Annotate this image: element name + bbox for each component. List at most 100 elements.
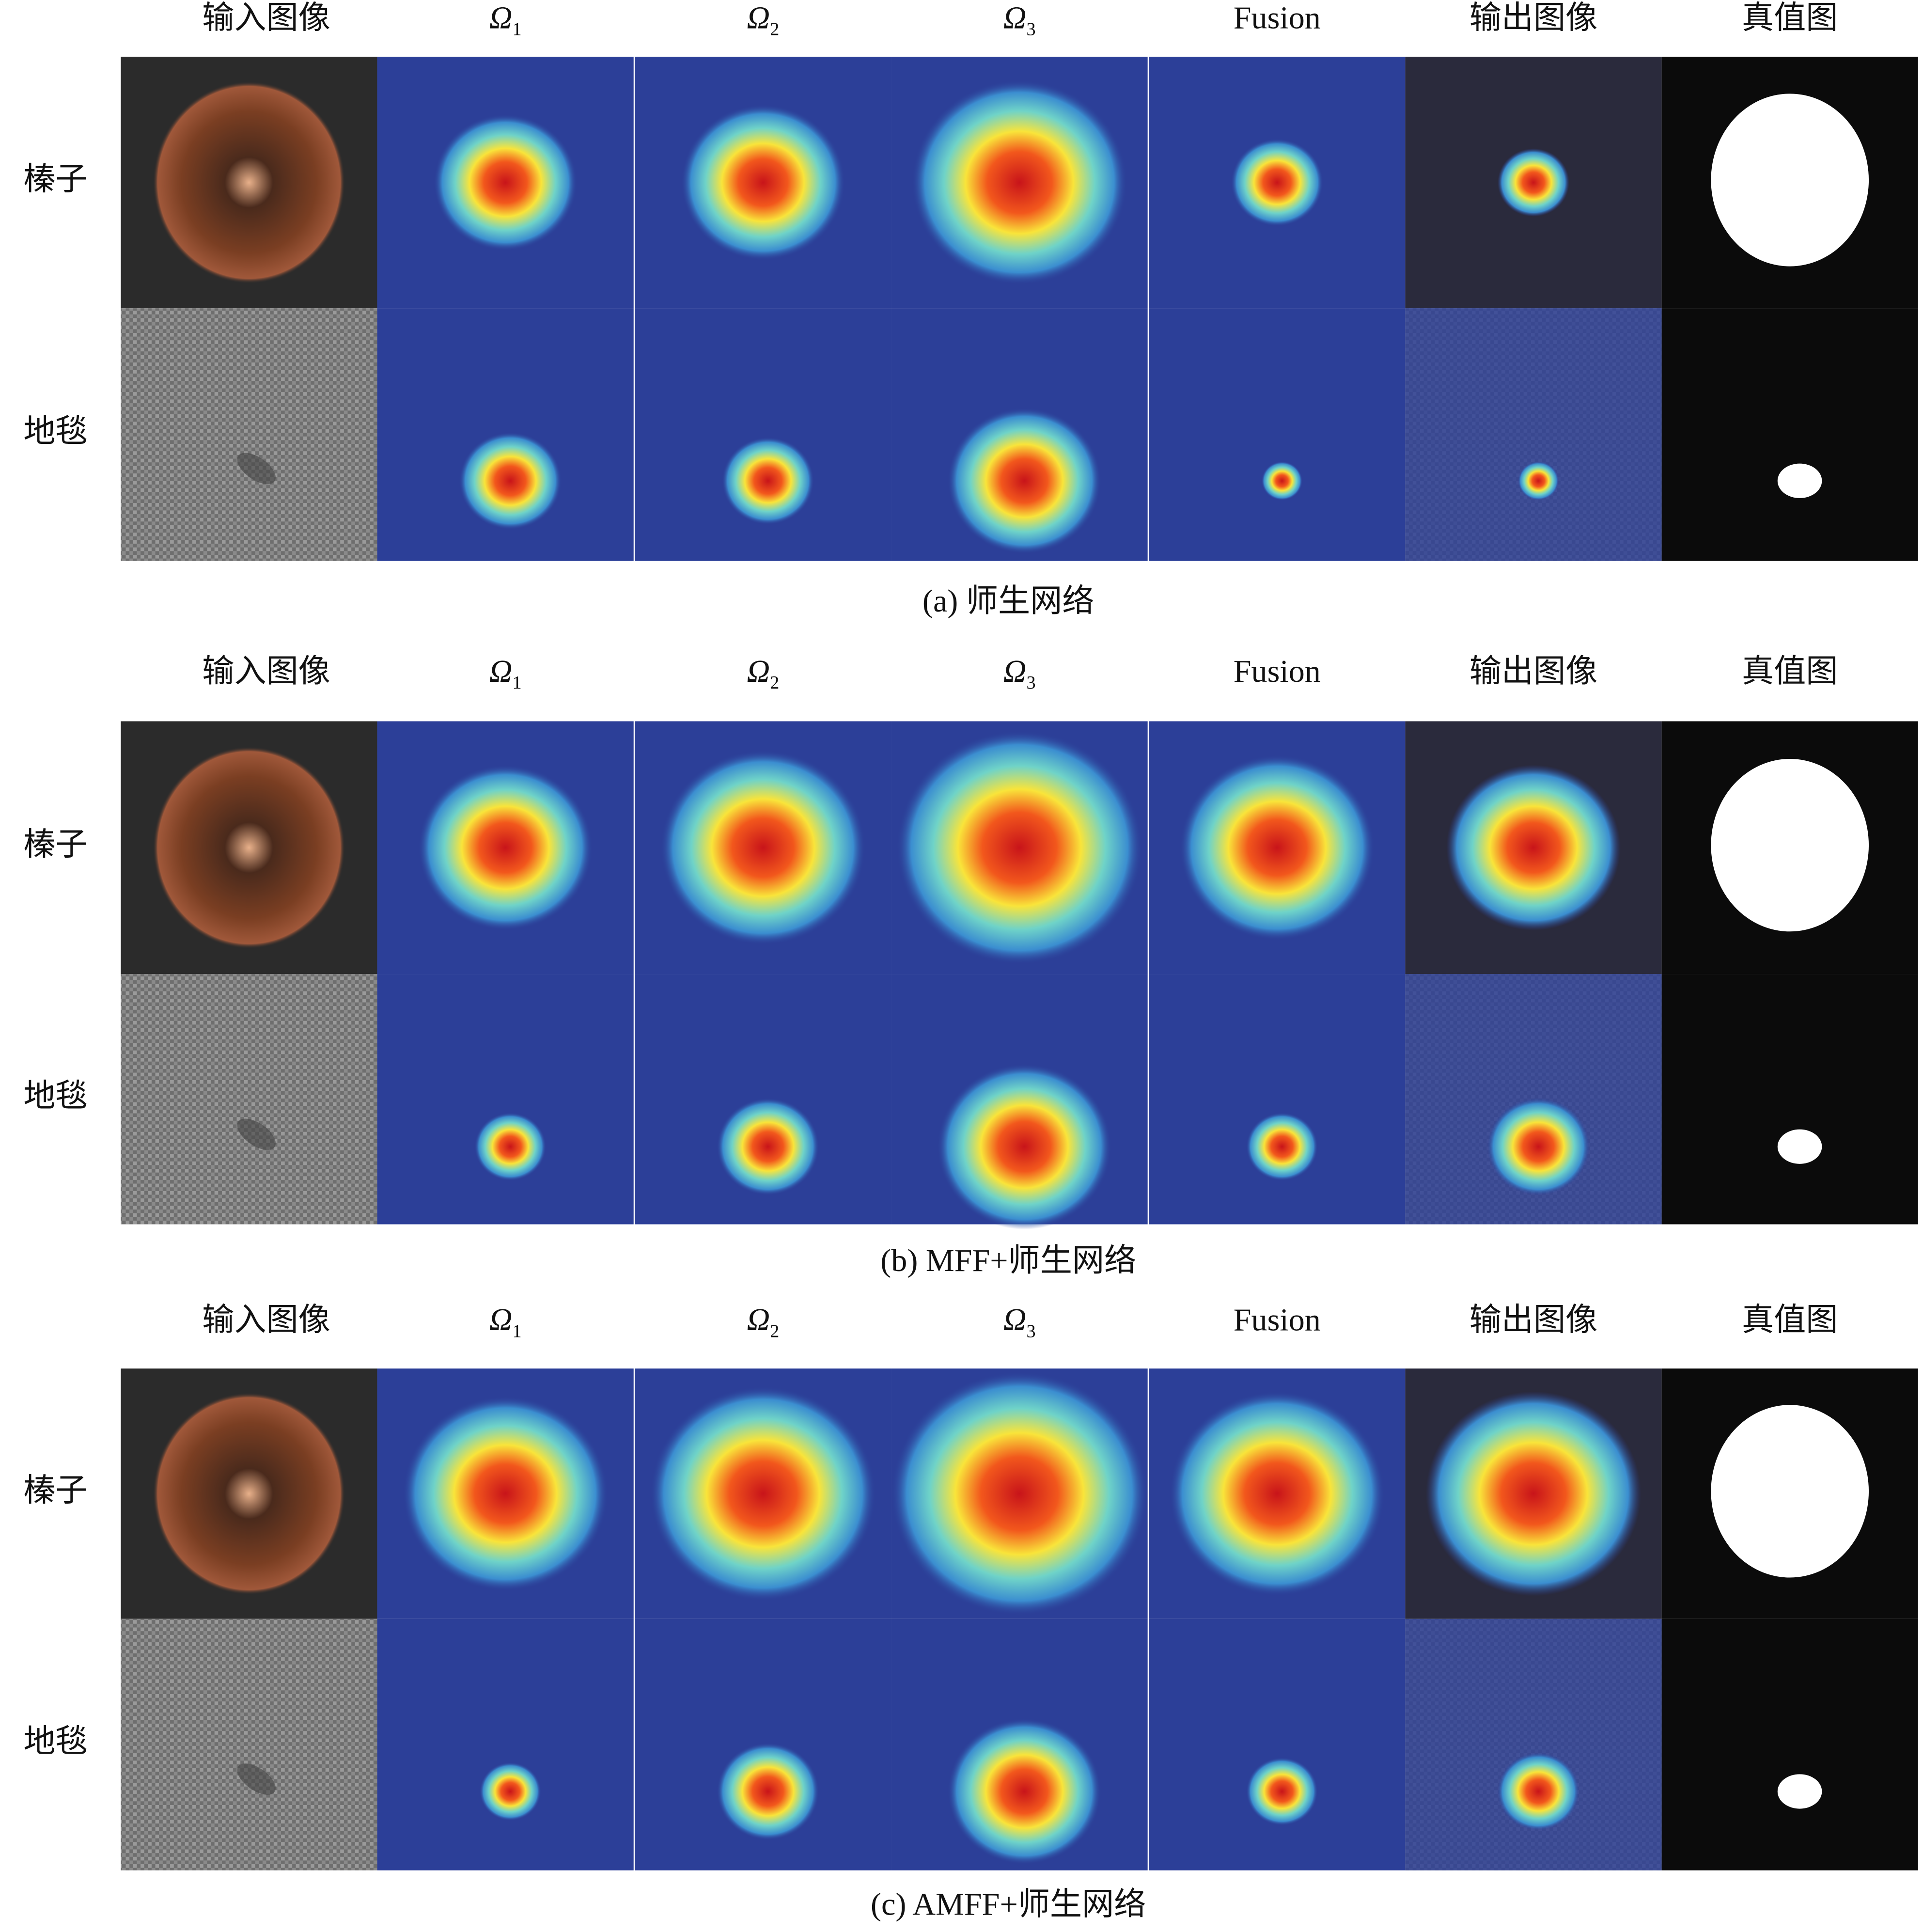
symbol: Ω (747, 654, 770, 689)
heat-blob (474, 1112, 547, 1181)
column-header: 真值图 (1742, 0, 1838, 35)
heat-blob (1246, 1757, 1318, 1826)
heat-blob (717, 1743, 819, 1840)
row-label: 地毯 (23, 414, 87, 449)
column-header: 输出图像 (1470, 1302, 1598, 1337)
column-header: Ω3 (1003, 1302, 1036, 1341)
column-header: Ω1 (489, 0, 522, 39)
heat-blob (433, 114, 578, 251)
symbol: Ω (747, 1302, 770, 1337)
input-image (121, 974, 377, 1225)
mask (1711, 94, 1869, 267)
input-image (121, 308, 377, 561)
hazelnut (153, 81, 345, 284)
heat-blob (1487, 1098, 1590, 1195)
hazelnut (153, 746, 345, 949)
heat-blob (947, 408, 1102, 554)
ground-truth (1661, 1618, 1918, 1870)
row-label: 榛子 (23, 827, 87, 862)
hazelnut (153, 1392, 345, 1595)
symbol: Ω (489, 654, 513, 689)
heat-blob (418, 765, 593, 931)
heat-blob (1231, 139, 1324, 227)
subscript: 3 (1026, 673, 1035, 693)
heat-blob (1169, 1391, 1385, 1596)
symbol: Ω (747, 0, 770, 35)
mask (1777, 463, 1822, 498)
heatmap-overlay (1405, 308, 1662, 561)
heat-blob (650, 1386, 876, 1601)
column-header: 输入图像 (202, 1302, 330, 1337)
heat-blob (1517, 461, 1559, 501)
column-header: 输出图像 (1470, 654, 1598, 689)
mask (1777, 1774, 1822, 1809)
heat-blob (896, 730, 1143, 965)
symbol: Ω (1003, 1302, 1027, 1337)
heat-blob (459, 432, 562, 530)
heat-blob (1261, 461, 1303, 501)
symbol: Ω (1003, 654, 1027, 689)
row-label: 榛子 (23, 162, 87, 197)
heatmap-overlay (1405, 1618, 1662, 1870)
column-header: Fusion (1234, 0, 1321, 35)
input-image (121, 1618, 377, 1870)
column-header: Ω2 (747, 654, 779, 693)
subscript: 3 (1026, 19, 1035, 39)
heat-blob (717, 1098, 819, 1195)
column-header: 真值图 (1742, 1302, 1838, 1337)
subscript: 3 (1026, 1321, 1035, 1341)
mask (1711, 759, 1869, 932)
heat-blob (1446, 765, 1621, 931)
subscript: 1 (513, 673, 522, 693)
heat-blob (479, 1762, 541, 1821)
symbol: Ω (489, 1302, 513, 1337)
caption: (c) AMFF+师生网络 (871, 1886, 1146, 1922)
subscript: 2 (770, 1321, 779, 1341)
ground-truth (1661, 974, 1918, 1225)
symbol: Ω (1003, 0, 1027, 35)
row-label: 地毯 (23, 1724, 87, 1759)
column-header: Fusion (1234, 654, 1321, 689)
column-header: Ω3 (1003, 654, 1036, 693)
caption: (a) 师生网络 (922, 583, 1094, 619)
column-header: Ω3 (1003, 0, 1036, 39)
column-header: 真值图 (1742, 654, 1838, 689)
heat-blob (660, 750, 866, 945)
caption: (b) MFF+师生网络 (880, 1243, 1136, 1278)
column-header: 输入图像 (202, 0, 330, 35)
subscript: 1 (513, 1321, 522, 1341)
heat-blob (911, 80, 1127, 285)
heat-blob (403, 1396, 608, 1591)
defect (237, 453, 276, 485)
heat-blob (1497, 1752, 1579, 1831)
heatmap (1149, 1618, 1406, 1870)
subscript: 1 (513, 19, 522, 39)
heat-blob (721, 437, 814, 525)
heat-blob (681, 104, 845, 261)
column-header: 输出图像 (1470, 0, 1598, 35)
defect (237, 1118, 276, 1150)
column-header: 输入图像 (202, 654, 330, 689)
row-label: 地毯 (23, 1078, 87, 1114)
column-header: Fusion (1234, 1302, 1321, 1337)
subscript: 2 (770, 673, 779, 693)
heat-blob (937, 1064, 1112, 1230)
heatmap (1149, 974, 1406, 1225)
mask (1711, 1405, 1869, 1578)
mask (1777, 1129, 1822, 1164)
row-label: 榛子 (23, 1473, 87, 1508)
heat-blob (1497, 148, 1570, 217)
column-header: Ω1 (489, 654, 522, 693)
heat-blob (891, 1372, 1148, 1616)
defect (237, 1763, 276, 1795)
symbol: Ω (489, 0, 513, 35)
heatmap (377, 1618, 634, 1870)
subscript: 2 (770, 19, 779, 39)
column-header: Ω2 (747, 0, 779, 39)
heat-blob (1425, 1391, 1642, 1596)
column-header: Ω1 (489, 1302, 522, 1341)
